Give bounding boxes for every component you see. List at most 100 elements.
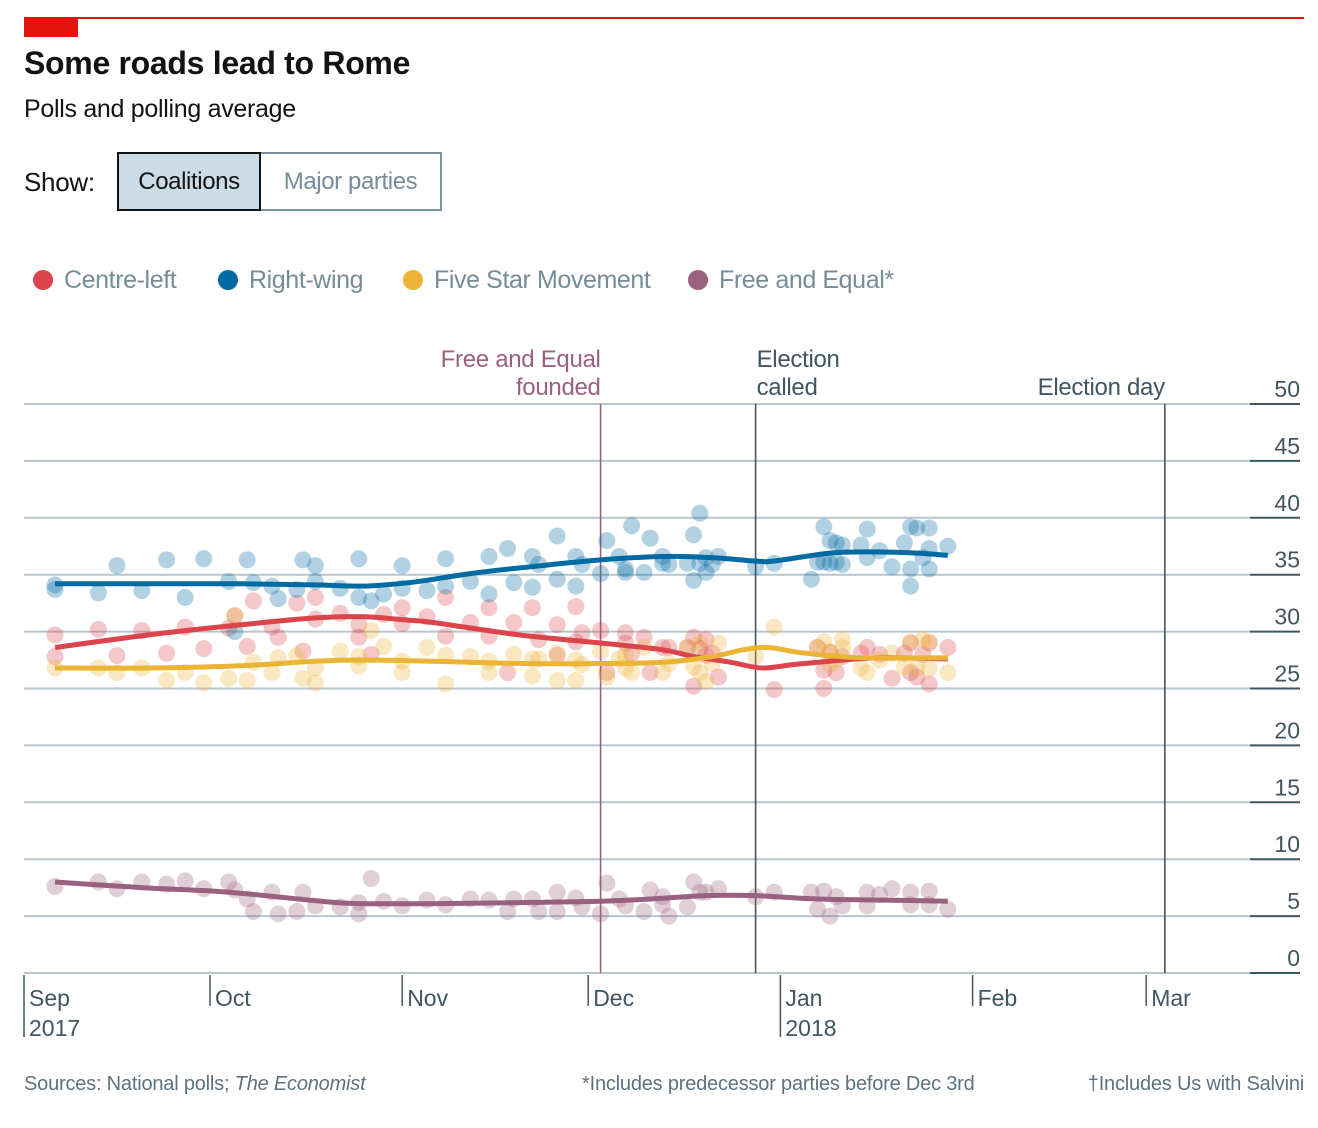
footnote-right-wing: †Includes Us with Salvini xyxy=(1087,1073,1304,1095)
poll-dot xyxy=(158,672,176,690)
poll-dot xyxy=(393,557,411,575)
poll-dot xyxy=(437,577,455,595)
toggle-label: Show: xyxy=(24,167,95,197)
footnote-free-and-equal: *Includes predecessor parties before Dec… xyxy=(582,1073,975,1095)
poll-dot xyxy=(678,898,696,916)
poll-dot xyxy=(548,570,566,588)
poll-dot xyxy=(306,557,324,575)
poll-dot xyxy=(815,518,833,536)
poll-dot xyxy=(592,643,610,661)
poll-dot xyxy=(548,527,566,545)
poll-dot xyxy=(623,664,641,682)
chart-subtitle: Polls and polling average xyxy=(24,95,296,123)
poll-dot xyxy=(375,585,393,603)
top-accent-tag xyxy=(24,17,78,37)
poll-dot xyxy=(362,592,380,610)
poll-dot xyxy=(883,558,901,576)
poll-dot xyxy=(294,883,312,901)
poll-dot xyxy=(238,551,256,569)
poll-dot xyxy=(616,624,634,642)
chart-title: Some roads lead to Rome xyxy=(24,45,411,81)
poll-dot xyxy=(815,633,833,651)
poll-dot xyxy=(635,903,653,921)
poll-dot xyxy=(567,577,585,595)
poll-dot xyxy=(827,664,845,682)
poll-dot xyxy=(833,536,851,554)
poll-dot xyxy=(685,658,703,676)
footer-sources: Sources: National polls; The Economist xyxy=(24,1073,366,1096)
poll-dot xyxy=(46,626,64,644)
poll-dot xyxy=(418,582,436,600)
poll-dot xyxy=(592,905,610,923)
poll-dot xyxy=(505,645,523,663)
major-parties-button[interactable]: Major parties xyxy=(261,152,442,211)
poll-dot xyxy=(920,882,938,900)
annotation-label: Election xyxy=(757,346,840,373)
poll-dot xyxy=(616,563,634,581)
poll-dot xyxy=(294,669,312,687)
poll-dot xyxy=(350,588,368,606)
poll-dot xyxy=(350,628,368,646)
poll-dot xyxy=(902,518,920,536)
poll-dot xyxy=(660,555,678,573)
poll-dot xyxy=(939,900,957,918)
poll-dot xyxy=(765,618,783,636)
poll-dot xyxy=(480,547,498,565)
poll-dot xyxy=(220,669,238,687)
poll-dot xyxy=(89,620,107,638)
poll-dot xyxy=(641,881,659,899)
sources-publication: The Economist xyxy=(234,1073,366,1095)
poll-dot xyxy=(480,599,498,617)
poll-dot xyxy=(176,588,194,606)
poll-dot xyxy=(523,599,541,617)
poll-dot xyxy=(238,672,256,690)
poll-dot xyxy=(821,554,839,572)
poll-dot xyxy=(244,903,262,921)
poll-dot xyxy=(623,517,641,535)
poll-dot xyxy=(883,880,901,898)
poll-dot xyxy=(269,905,287,923)
poll-dot xyxy=(858,664,876,682)
poll-dot xyxy=(306,674,324,692)
poll-dot xyxy=(765,681,783,699)
poll-dot xyxy=(685,571,703,589)
poll-dot xyxy=(294,642,312,660)
poll-dot xyxy=(815,882,833,900)
poll-dot xyxy=(821,532,839,550)
poll-dot xyxy=(902,664,920,682)
poll-dot xyxy=(833,555,851,573)
poll-dot xyxy=(393,664,411,682)
poll-dot xyxy=(697,673,715,691)
y-tick-label: 45 xyxy=(1274,433,1300,459)
poll-dot xyxy=(108,646,126,664)
poll-dot xyxy=(530,903,548,921)
poll-dot xyxy=(89,584,107,602)
poll-dot xyxy=(244,592,262,610)
poll-dot xyxy=(833,639,851,657)
poll-dot xyxy=(895,534,913,552)
poll-dot xyxy=(362,870,380,888)
poll-dot xyxy=(920,560,938,578)
poll-dot xyxy=(902,560,920,578)
poll-dot xyxy=(809,553,827,571)
x-tick-label: Jan xyxy=(785,985,822,1011)
y-tick-label: 0 xyxy=(1287,945,1300,971)
poll-dot xyxy=(523,578,541,596)
y-tick-label: 35 xyxy=(1274,547,1300,573)
poll-dot xyxy=(920,675,938,693)
y-tick-label: 30 xyxy=(1274,604,1300,630)
x-axis: Sep 2017 Oct Nov Dec Jan 2018 Feb Mar xyxy=(23,975,1191,1041)
poll-dot xyxy=(697,631,715,649)
poll-dot xyxy=(827,534,845,552)
legend-item-five-star: Five Star Movement xyxy=(403,265,651,295)
legend-dot-icon xyxy=(688,270,708,290)
poll-dot xyxy=(499,664,517,682)
y-tick-label: 25 xyxy=(1274,661,1300,687)
coalitions-button[interactable]: Coalitions xyxy=(117,152,261,211)
poll-dot xyxy=(375,637,393,655)
poll-dot xyxy=(238,637,256,655)
poll-dot xyxy=(815,661,833,679)
poll-dot xyxy=(902,577,920,595)
poll-dot xyxy=(306,588,324,606)
poll-dot xyxy=(437,588,455,606)
